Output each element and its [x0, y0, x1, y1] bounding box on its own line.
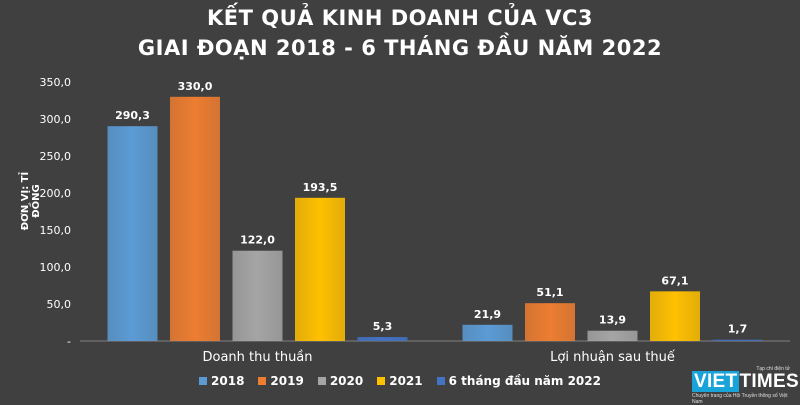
legend-label: 2018 [211, 374, 245, 388]
logo-brand-times: TIMES [739, 371, 799, 392]
logo-brand-viet: VIET [692, 371, 740, 392]
y-tick-label: 100,0 [40, 261, 72, 274]
legend-swatch [199, 377, 208, 385]
logo-tagline-top: Tạp chí điện tử [756, 366, 790, 372]
vietimes-logo: Tạp chí điện tử VIET TIMES Chuyên trang c… [692, 366, 799, 405]
bar-2018 [462, 324, 513, 341]
legend-item: 2018 [199, 374, 244, 388]
bar-2019 [525, 303, 575, 341]
data-label: 330,0 [178, 80, 213, 93]
bar-2019 [170, 96, 220, 341]
data-label: 51,1 [536, 286, 563, 299]
legend-swatch [377, 377, 386, 385]
legend-item: 2021 [377, 374, 423, 388]
y-tick-label: 50,0 [47, 298, 72, 311]
chart-title-line2: GIAI ĐOẠN 2018 - 6 THÁNG ĐẦU NĂM 2022 [137, 36, 663, 60]
category-label: Doanh thu thuần [202, 350, 312, 365]
y-tick-label: 150,0 [40, 224, 72, 237]
bar-6-tháng-đầu-năm-2022 [712, 339, 763, 341]
bar-2021 [295, 197, 345, 341]
legend-item: 2019 [258, 374, 304, 388]
legend-swatch [436, 377, 445, 385]
legend-item: 6 tháng đầu năm 2022 [436, 374, 601, 388]
legend-label: 2021 [389, 374, 423, 388]
chart-title-line1: KẾT QUẢ KINH DOANH CỦA VC3 [206, 6, 593, 30]
data-label: 1,7 [728, 323, 748, 336]
logo-tagline: Chuyên trang của Hội Truyền thông số Việ… [692, 393, 788, 405]
data-label: 13,9 [599, 314, 626, 327]
y-tick-label: - [67, 335, 71, 348]
data-label: 5,3 [373, 320, 393, 333]
legend-label: 2019 [270, 374, 304, 388]
data-label: 290,3 [115, 109, 150, 122]
bar-2018 [107, 126, 158, 341]
bar-2020 [587, 330, 638, 341]
logo-brand: VIET TIMES [692, 371, 799, 393]
legend-item: 2020 [317, 374, 364, 388]
y-tick-label: 350,0 [40, 76, 72, 89]
category-label: Lợi nhuận sau thuế [550, 350, 675, 365]
legend-swatch [317, 377, 326, 385]
bar-2021 [650, 291, 700, 341]
y-tick-label: 300,0 [40, 113, 72, 126]
bar-6-tháng-đầu-năm-2022 [357, 337, 408, 341]
legend-swatch [258, 377, 267, 385]
legend-label: 6 tháng đầu năm 2022 [448, 374, 601, 388]
data-label: 67,1 [661, 274, 688, 287]
bar-2020 [232, 250, 283, 341]
y-tick-label: 200,0 [40, 187, 72, 200]
legend: 2018 2019 2020 2021 6 tháng đầu năm 2022 [0, 374, 800, 388]
data-label: 122,0 [240, 234, 275, 247]
legend-label: 2020 [329, 374, 364, 388]
data-label: 21,9 [474, 308, 501, 321]
data-label: 193,5 [303, 181, 338, 194]
y-tick-label: 250,0 [40, 150, 72, 163]
